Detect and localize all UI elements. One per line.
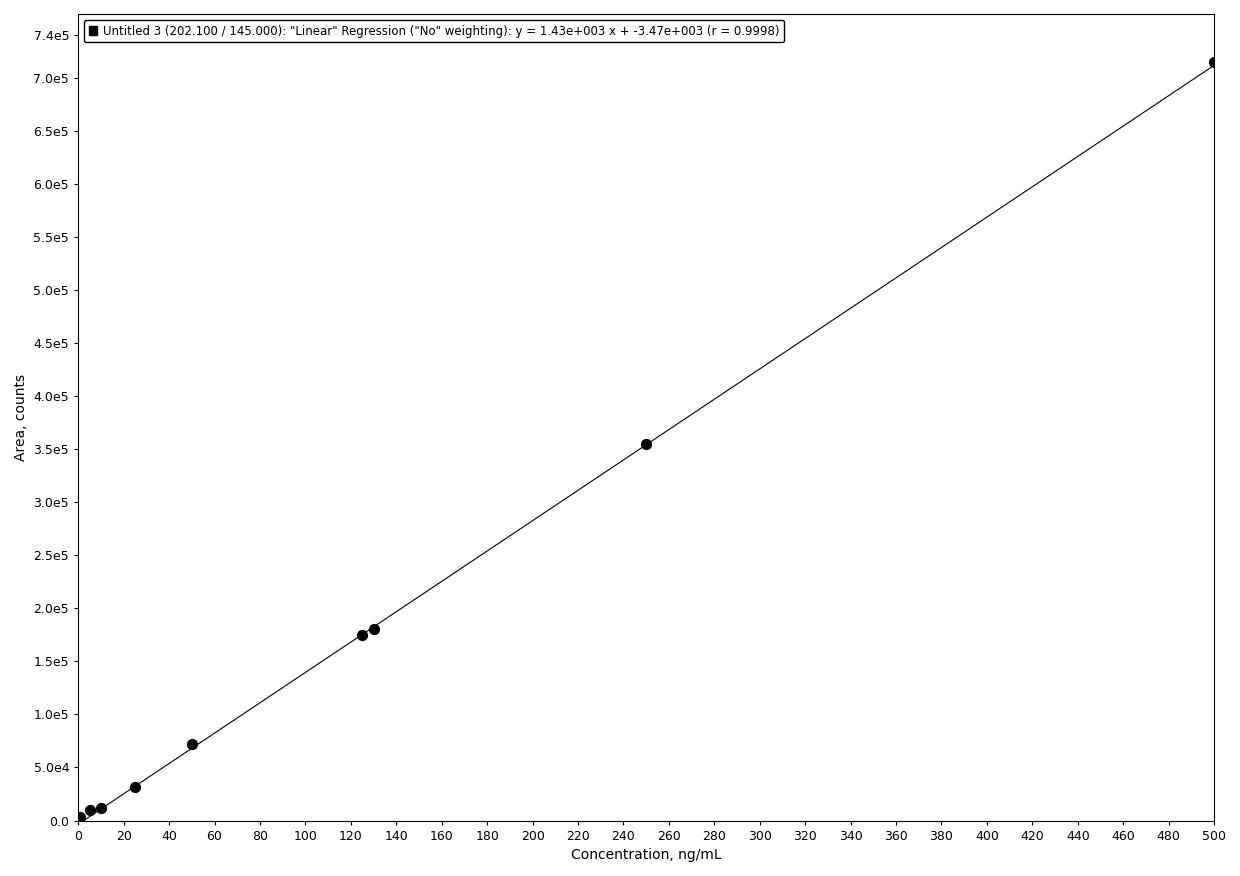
Point — [1204, 54, 1224, 68]
Y-axis label: Area, counts: Area, counts — [14, 374, 27, 461]
Point — [636, 437, 656, 451]
X-axis label: Concentration, ng/mL: Concentration, ng/mL — [570, 848, 722, 862]
Point — [91, 801, 110, 815]
Legend: Untitled 3 (202.100 / 145.000): "Linear" Regression ("No" weighting): y = 1.43e+: Untitled 3 (202.100 / 145.000): "Linear"… — [84, 20, 784, 42]
Point — [125, 780, 145, 794]
Point — [79, 803, 99, 817]
Point — [71, 810, 91, 824]
Point — [352, 628, 372, 642]
Point — [182, 737, 202, 751]
Point — [363, 623, 383, 637]
